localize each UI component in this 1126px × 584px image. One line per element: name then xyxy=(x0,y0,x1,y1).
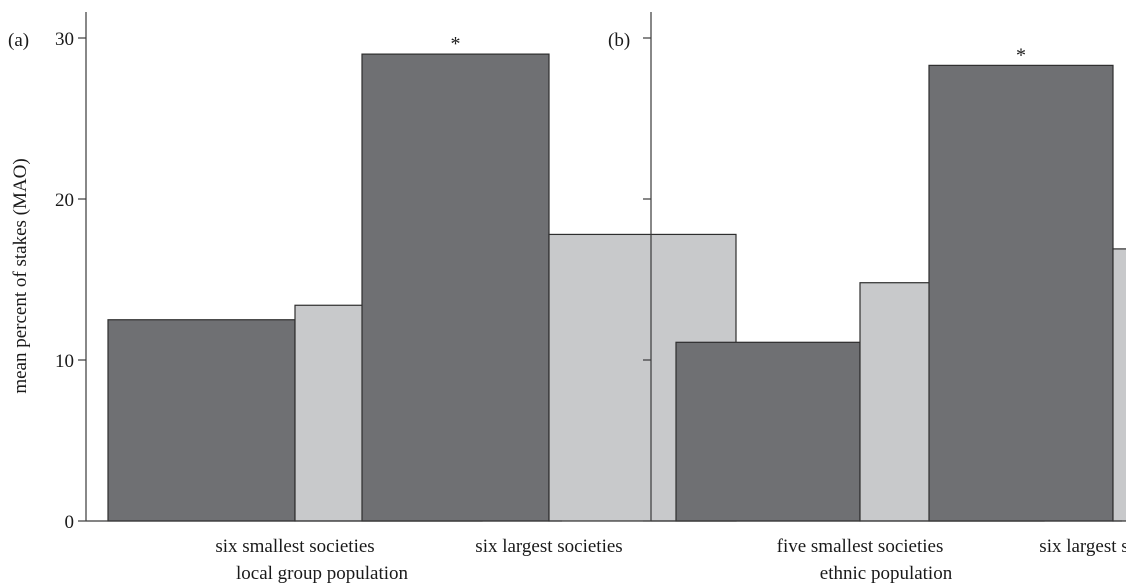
x-category-labels-a: six smallest societies six largest societ… xyxy=(215,536,622,557)
bars-a: * xyxy=(107,33,737,522)
bar-a-0-0 xyxy=(107,319,296,522)
x-axis-title-b: ethnic population xyxy=(820,563,953,584)
x-axis-title-a: local group population xyxy=(236,563,409,584)
x-category-label-a-1: six largest societies xyxy=(475,536,622,557)
x-category-labels-b: five smallest societies six largest socie… xyxy=(777,536,1126,557)
bar-b-0-0 xyxy=(675,341,861,522)
significance-marker-a-1: * xyxy=(451,33,461,55)
bar-b-1-1 xyxy=(1112,248,1126,522)
bars-b: * xyxy=(675,44,1126,522)
y-ticks-a: 0 10 20 30 xyxy=(55,29,86,533)
y-tick-label-a-0: 0 xyxy=(65,512,75,533)
bar-a-1-0 xyxy=(361,53,550,522)
x-category-label-b-1: six largest societies xyxy=(1039,536,1126,557)
x-category-label-b-0: five smallest societies xyxy=(777,536,944,557)
panel-b: (b) * five smallest societies six largest… xyxy=(608,12,1126,584)
y-tick-label-a-3: 30 xyxy=(55,29,74,50)
panel-label-b: (b) xyxy=(608,30,630,51)
y-tick-label-a-2: 20 xyxy=(55,190,74,211)
panel-label-a: (a) xyxy=(8,30,29,51)
y-tick-label-a-1: 10 xyxy=(55,351,74,372)
panel-a: mean percent of stakes (MAO) (a) 0 10 20 30… xyxy=(8,12,737,584)
bar-b-1-0 xyxy=(928,64,1114,522)
y-ticks-b xyxy=(643,37,651,522)
y-axis-title: mean percent of stakes (MAO) xyxy=(10,158,31,393)
x-category-label-a-0: six smallest societies xyxy=(215,536,374,557)
significance-marker-b-1: * xyxy=(1016,44,1026,66)
